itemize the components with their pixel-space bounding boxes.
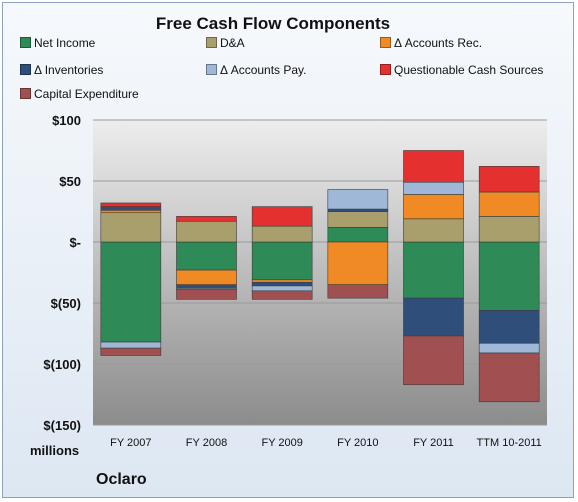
bar-segment (403, 241, 464, 299)
y-tick-label: $(50) (51, 296, 81, 311)
legend-swatch (380, 37, 391, 48)
bar-segment (478, 166, 540, 193)
legend-swatch (206, 64, 217, 75)
legend-item: Δ Accounts Rec. (380, 36, 482, 50)
bar-segment (251, 241, 313, 281)
legend-item: D&A (206, 36, 245, 50)
bar-segment (176, 289, 237, 300)
bar-segment (478, 191, 540, 217)
legend-label: D&A (220, 36, 245, 50)
company-label: Oclaro (96, 471, 147, 488)
bar-segment (176, 284, 237, 289)
bar-segment (100, 341, 162, 349)
x-tick-label: FY 2008 (186, 437, 227, 449)
bar-segment (403, 335, 464, 386)
bar-segment (327, 208, 389, 212)
y-tick-label: $- (69, 235, 81, 250)
bar-segment (403, 181, 464, 195)
bar-segment (176, 269, 237, 285)
bar-segment (100, 206, 162, 211)
bar-segment (100, 202, 162, 207)
x-tick-label: FY 2009 (261, 437, 302, 449)
x-tick-label: TTM 10-2011 (477, 437, 542, 449)
legend-label: Capital Expenditure (34, 87, 139, 101)
legend-label: Δ Inventories (34, 63, 104, 77)
bar-segment (327, 189, 389, 210)
legend-item: Net Income (20, 36, 95, 50)
bar-segment (176, 220, 237, 243)
bar-segment (251, 279, 313, 283)
bar-segment (403, 218, 464, 243)
bar-segment (478, 352, 540, 403)
bar-segment (251, 206, 313, 227)
bar-segment (478, 216, 540, 243)
bar-segment (100, 347, 162, 356)
legend-swatch (206, 37, 217, 48)
bar-segment (100, 241, 162, 343)
legend-item: Δ Accounts Pay. (206, 63, 307, 77)
legend-swatch (20, 88, 31, 99)
bar-segment (403, 150, 464, 183)
legend-swatch (20, 37, 31, 48)
bar-segment (176, 241, 237, 271)
x-tick-label: FY 2007 (110, 437, 151, 449)
legend-label: Δ Accounts Rec. (394, 36, 483, 50)
legend-item: Questionable Cash Sources (380, 63, 543, 77)
bar-segment (403, 297, 464, 337)
legend-label: Δ Accounts Pay. (220, 63, 307, 77)
bar-segment (100, 212, 162, 243)
bar-segment (478, 342, 540, 354)
chart-title: Free Cash Flow Components (155, 14, 391, 33)
bar-segment (251, 281, 313, 287)
legend-label: Questionable Cash Sources (394, 63, 544, 77)
bar-segment (251, 290, 313, 300)
bar-segment (478, 241, 540, 311)
legend: Net Income D&A Δ Accounts Rec. Δ Inventorie… (0, 36, 578, 106)
legend-label: Net Income (34, 36, 96, 50)
bar-segment (251, 285, 313, 292)
bar-segment (327, 241, 389, 286)
bar-segment (403, 194, 464, 220)
y-tick-label: $50 (59, 174, 81, 189)
plot-area (93, 120, 547, 425)
x-tick-label: FY 2011 (413, 437, 454, 449)
legend-item: Δ Inventories (20, 63, 103, 77)
bar-segment (327, 227, 389, 243)
legend-item: Capital Expenditure (20, 87, 139, 101)
legend-swatch (20, 64, 31, 75)
units-label: millions (30, 443, 80, 458)
bar-segment (478, 310, 540, 344)
x-tick-label: FY 2010 (337, 437, 378, 449)
bar-segment (327, 211, 389, 228)
bar-segment (100, 209, 162, 214)
y-tick-label: $100 (52, 113, 81, 128)
bar-segment (176, 216, 237, 222)
bar-segment (251, 225, 313, 243)
bar-segment (327, 284, 389, 299)
legend-swatch (380, 64, 391, 75)
y-tick-label: $(100) (43, 357, 81, 372)
y-tick-label: $(150) (43, 418, 81, 433)
